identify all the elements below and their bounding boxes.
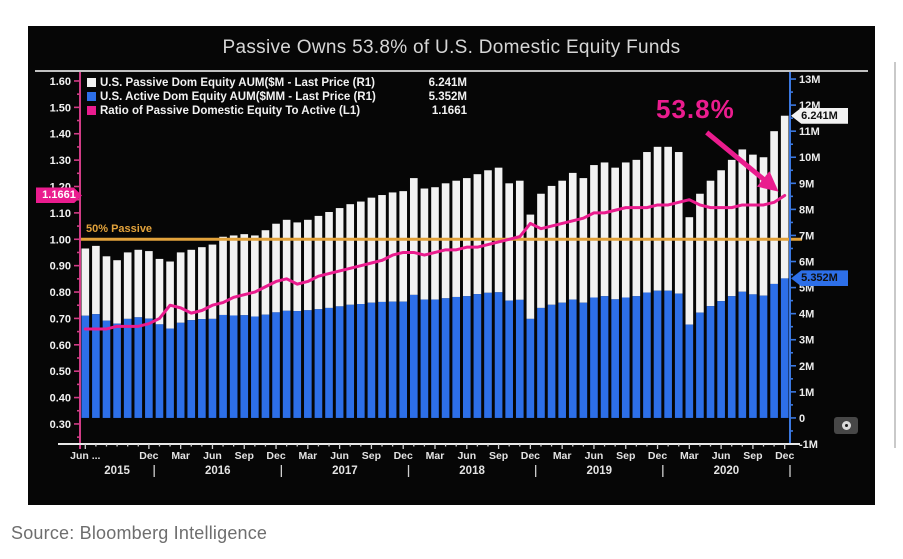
svg-text:2019: 2019 bbox=[586, 465, 612, 477]
legend-value: 5.352M bbox=[428, 90, 467, 103]
plot-area[interactable]: 0.300.400.500.600.700.800.901.001.101.20… bbox=[28, 26, 875, 505]
svg-text:2015: 2015 bbox=[104, 465, 130, 477]
passive-series-swatch bbox=[87, 78, 96, 87]
svg-text:0.70: 0.70 bbox=[50, 313, 71, 325]
legend: U.S. Passive Dom Equity AUM($M - Last Pr… bbox=[87, 76, 467, 117]
chart-title: Passive Owns 53.8% of U.S. Domestic Equi… bbox=[222, 37, 681, 58]
svg-text:Sep: Sep bbox=[362, 450, 381, 462]
source-text: Source: Bloomberg Intelligence bbox=[11, 523, 268, 543]
annotation-callout: 53.8% bbox=[656, 94, 735, 124]
svg-text:Sep: Sep bbox=[616, 450, 635, 462]
svg-text:Jun: Jun bbox=[712, 450, 731, 462]
legend-label: U.S. Active Dom Equity AUM($MM - Last Pr… bbox=[100, 90, 376, 103]
legend-value: 6.241M bbox=[428, 76, 467, 89]
ratio-series-swatch bbox=[87, 106, 96, 115]
svg-text:Jun: Jun bbox=[585, 450, 604, 462]
passive-last-price-badge: 6.241M bbox=[791, 107, 848, 124]
svg-text:Dec: Dec bbox=[775, 450, 794, 462]
svg-text:0.50: 0.50 bbox=[50, 366, 71, 378]
svg-text:3M: 3M bbox=[799, 335, 814, 347]
svg-text:Jun: Jun bbox=[203, 450, 222, 462]
svg-text:4M: 4M bbox=[799, 309, 814, 321]
svg-text:Sep: Sep bbox=[743, 450, 762, 462]
legend-label: U.S. Passive Dom Equity AUM($M - Last Pr… bbox=[100, 76, 376, 89]
svg-text:0.80: 0.80 bbox=[50, 287, 71, 299]
svg-text:-1M: -1M bbox=[799, 439, 818, 451]
svg-text:0.60: 0.60 bbox=[50, 340, 71, 352]
legend-value: 1.1661 bbox=[431, 104, 467, 117]
svg-text:2M: 2M bbox=[799, 361, 814, 373]
svg-text:0.30: 0.30 bbox=[50, 419, 71, 431]
svg-text:1M: 1M bbox=[799, 387, 814, 399]
svg-text:11M: 11M bbox=[799, 126, 820, 138]
svg-text:Mar: Mar bbox=[680, 450, 699, 462]
svg-text:6M: 6M bbox=[799, 257, 814, 269]
svg-text:2020: 2020 bbox=[714, 465, 740, 477]
svg-text:0.40: 0.40 bbox=[50, 393, 71, 405]
svg-text:13M: 13M bbox=[799, 74, 820, 86]
chart-options-button[interactable] bbox=[834, 417, 858, 434]
window-edge-line bbox=[894, 62, 896, 448]
svg-text:Jun ...: Jun ... bbox=[70, 450, 100, 462]
svg-text:1.30: 1.30 bbox=[50, 155, 71, 167]
active-series-swatch bbox=[87, 92, 96, 101]
svg-text:2017: 2017 bbox=[332, 465, 358, 477]
active-last-price-badge: 5.352M bbox=[791, 270, 848, 287]
svg-text:Sep: Sep bbox=[489, 450, 508, 462]
ratio-last-price-badge: 1.1661 bbox=[36, 187, 82, 204]
svg-text:Sep: Sep bbox=[235, 450, 254, 462]
svg-text:8M: 8M bbox=[799, 204, 814, 216]
target-dot-icon bbox=[841, 421, 851, 430]
legend-label: Ratio of Passive Domestic Equity To Acti… bbox=[100, 104, 361, 117]
legend-row-passive: U.S. Passive Dom Equity AUM($M - Last Pr… bbox=[87, 76, 467, 89]
chart-panel: Passive Owns 53.8% of U.S. Domestic Equi… bbox=[28, 26, 875, 505]
svg-text:1.50: 1.50 bbox=[50, 102, 71, 114]
svg-text:1.60: 1.60 bbox=[50, 76, 71, 88]
svg-text:2016: 2016 bbox=[205, 465, 231, 477]
svg-text:Mar: Mar bbox=[426, 450, 445, 462]
svg-text:Jun: Jun bbox=[330, 450, 349, 462]
svg-text:7M: 7M bbox=[799, 230, 814, 242]
svg-text:Mar: Mar bbox=[171, 450, 190, 462]
svg-text:Mar: Mar bbox=[298, 450, 317, 462]
svg-text:1.10: 1.10 bbox=[50, 208, 71, 220]
svg-text:Dec: Dec bbox=[266, 450, 285, 462]
svg-text:1.00: 1.00 bbox=[50, 234, 71, 246]
svg-text:Dec: Dec bbox=[521, 450, 540, 462]
svg-text:10M: 10M bbox=[799, 152, 820, 164]
svg-text:Dec: Dec bbox=[394, 450, 413, 462]
legend-row-ratio: Ratio of Passive Domestic Equity To Acti… bbox=[87, 104, 467, 117]
svg-text:Dec: Dec bbox=[648, 450, 667, 462]
svg-text:9M: 9M bbox=[799, 178, 814, 190]
threshold-label: 50% Passive bbox=[86, 223, 153, 236]
legend-row-active: U.S. Active Dom Equity AUM($MM - Last Pr… bbox=[87, 90, 467, 103]
svg-text:2018: 2018 bbox=[459, 465, 485, 477]
svg-text:Dec: Dec bbox=[139, 450, 158, 462]
svg-text:0.90: 0.90 bbox=[50, 261, 71, 273]
svg-text:0: 0 bbox=[799, 413, 805, 425]
svg-text:Jun: Jun bbox=[457, 450, 476, 462]
svg-text:Mar: Mar bbox=[553, 450, 572, 462]
svg-text:1.40: 1.40 bbox=[50, 129, 71, 141]
title-rule bbox=[35, 70, 868, 72]
